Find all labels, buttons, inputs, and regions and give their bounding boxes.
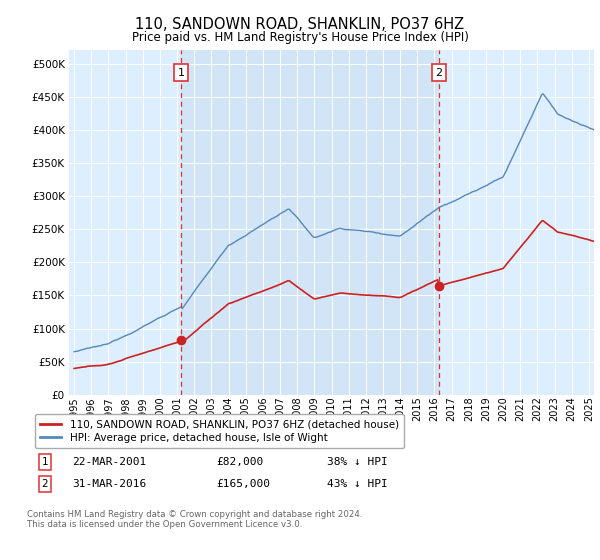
Text: 110, SANDOWN ROAD, SHANKLIN, PO37 6HZ: 110, SANDOWN ROAD, SHANKLIN, PO37 6HZ <box>136 17 464 32</box>
Text: 1: 1 <box>41 457 49 467</box>
Text: 31-MAR-2016: 31-MAR-2016 <box>72 479 146 489</box>
Bar <box>181 50 439 395</box>
Text: 2: 2 <box>41 479 49 489</box>
Text: 43% ↓ HPI: 43% ↓ HPI <box>327 479 388 489</box>
Text: 1: 1 <box>178 68 184 78</box>
Text: Contains HM Land Registry data © Crown copyright and database right 2024.
This d: Contains HM Land Registry data © Crown c… <box>27 510 362 529</box>
Text: 38% ↓ HPI: 38% ↓ HPI <box>327 457 388 467</box>
Legend: 110, SANDOWN ROAD, SHANKLIN, PO37 6HZ (detached house), HPI: Average price, deta: 110, SANDOWN ROAD, SHANKLIN, PO37 6HZ (d… <box>35 414 404 448</box>
Text: £165,000: £165,000 <box>216 479 270 489</box>
Text: 22-MAR-2001: 22-MAR-2001 <box>72 457 146 467</box>
Text: £82,000: £82,000 <box>216 457 263 467</box>
Text: 2: 2 <box>435 68 442 78</box>
Text: Price paid vs. HM Land Registry's House Price Index (HPI): Price paid vs. HM Land Registry's House … <box>131 31 469 44</box>
